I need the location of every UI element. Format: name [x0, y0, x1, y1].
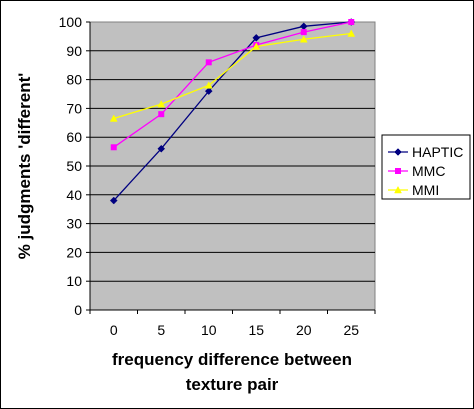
y-tick-label: 70	[66, 100, 82, 116]
y-tick-labels: 0 10 20 30 40 50 60 70 80 90 100	[59, 14, 83, 318]
y-tick-label: 10	[66, 273, 82, 289]
data-point-mmc	[205, 59, 212, 66]
legend: HAPTIC MMC MMI	[381, 134, 471, 200]
legend-marker	[394, 185, 402, 194]
y-tick-label: 60	[66, 129, 82, 145]
series-line-mmi	[113, 32, 352, 120]
data-point-mmi	[252, 42, 261, 50]
data-point-haptic	[157, 144, 166, 153]
y-tick-label: 100	[59, 14, 83, 30]
x-tick-label: 15	[248, 322, 264, 338]
y-tick-label: 30	[66, 216, 82, 232]
data-point-mmi	[109, 114, 118, 122]
x-tick-labels: 0 5 10 15 20 25	[89, 310, 376, 338]
legend-label: MMI	[412, 182, 439, 198]
x-tick-label: 0	[110, 322, 118, 338]
x-axis-title-line-1: frequency difference between	[112, 350, 352, 369]
x-tick-label: 10	[201, 322, 217, 338]
series-group	[109, 18, 356, 205]
data-point-mmc	[158, 111, 165, 118]
y-tick-label: 50	[66, 158, 82, 174]
legend-label: HAPTIC	[412, 144, 463, 160]
data-point-mmi	[157, 100, 166, 108]
x-tick-label: 20	[296, 322, 312, 338]
x-tick-label: 5	[157, 322, 165, 338]
data-point-haptic	[204, 87, 213, 95]
x-tick-label: 25	[343, 322, 359, 338]
y-tick-label: 80	[66, 72, 82, 88]
data-point-mmc	[300, 29, 307, 36]
legend-items: HAPTIC MMC MMI	[388, 144, 463, 198]
series-line-haptic	[113, 21, 352, 201]
y-tick-label: 20	[66, 244, 82, 260]
legend-box	[381, 134, 471, 200]
data-point-mmi	[299, 35, 308, 43]
series-line-mmc	[113, 21, 352, 148]
y-tick-label: 90	[66, 43, 82, 59]
legend-marker	[394, 148, 402, 156]
data-point-mmi	[204, 81, 213, 89]
data-point-mmc	[110, 144, 117, 151]
y-tick-label: 40	[66, 187, 82, 203]
data-point-haptic	[252, 33, 261, 42]
data-point-mmi	[347, 29, 356, 37]
data-point-mmc	[348, 19, 355, 25]
y-axis-title: % judgments 'different'	[15, 73, 34, 260]
legend-marker	[395, 168, 401, 174]
x-axis-title-line-2: texture pair	[186, 375, 279, 394]
data-point-haptic	[109, 196, 118, 205]
y-tick-label: 0	[74, 302, 82, 318]
legend-label: MMC	[412, 163, 445, 179]
